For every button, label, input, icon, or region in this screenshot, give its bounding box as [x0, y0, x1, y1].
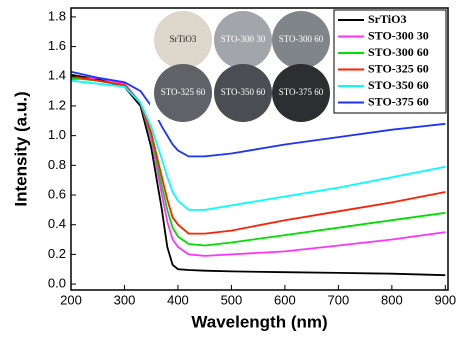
inset-label: STO-375 60 — [279, 87, 324, 97]
x-tick-label: 900 — [434, 292, 456, 307]
y-tick-label: 0.2 — [48, 246, 66, 261]
y-tick-label: 0.4 — [48, 216, 66, 231]
inset-label: STO-300 60 — [279, 34, 324, 44]
legend-label: SrTiO3 — [368, 12, 406, 26]
legend-box — [333, 9, 447, 114]
y-tick-label: 0.8 — [48, 157, 66, 172]
sample-disc — [154, 64, 212, 122]
y-tick-label: 1.8 — [48, 8, 66, 23]
plot-frame — [70, 7, 449, 291]
legend-label: STO-300 60 — [368, 45, 429, 59]
x-tick-label: 500 — [221, 292, 243, 307]
sample-disc — [154, 11, 212, 69]
series-line — [70, 79, 446, 211]
y-tick-label: 1.4 — [48, 68, 66, 83]
x-tick-label: 200 — [60, 292, 82, 307]
inset-label: STO-350 60 — [221, 87, 266, 97]
x-tick-label: 300 — [114, 292, 136, 307]
x-tick-label: 700 — [328, 292, 350, 307]
x-axis-title: Wavelength (nm) — [191, 312, 327, 331]
sample-disc — [272, 11, 330, 69]
series-line — [70, 70, 446, 158]
legend-label: STO-300 30 — [368, 28, 429, 42]
legend-label: STO-325 60 — [368, 61, 429, 75]
y-axis-title: Intensity (a.u.) — [11, 91, 30, 206]
sample-disc — [214, 64, 272, 122]
legend-label: STO-350 60 — [368, 78, 429, 92]
y-tick-label: 0.6 — [48, 186, 66, 201]
x-tick-label: 800 — [381, 292, 403, 307]
legend-label: STO-375 60 — [368, 94, 429, 108]
inset-photo — [150, 8, 330, 122]
x-tick-label: 600 — [274, 292, 296, 307]
inset-label: STO-325 60 — [161, 87, 206, 97]
y-tick-label: 1.6 — [48, 38, 66, 53]
sample-disc — [272, 64, 330, 122]
x-tick-label: 400 — [167, 292, 189, 307]
inset-label: STO-300 30 — [221, 34, 266, 44]
y-tick-label: 1.0 — [48, 127, 66, 142]
series-line — [70, 73, 446, 277]
sample-disc — [214, 11, 272, 69]
inset-label: SrTiO3 — [170, 34, 197, 44]
y-tick-label: 0.0 — [48, 276, 66, 291]
y-tick-label: 1.2 — [48, 97, 66, 112]
